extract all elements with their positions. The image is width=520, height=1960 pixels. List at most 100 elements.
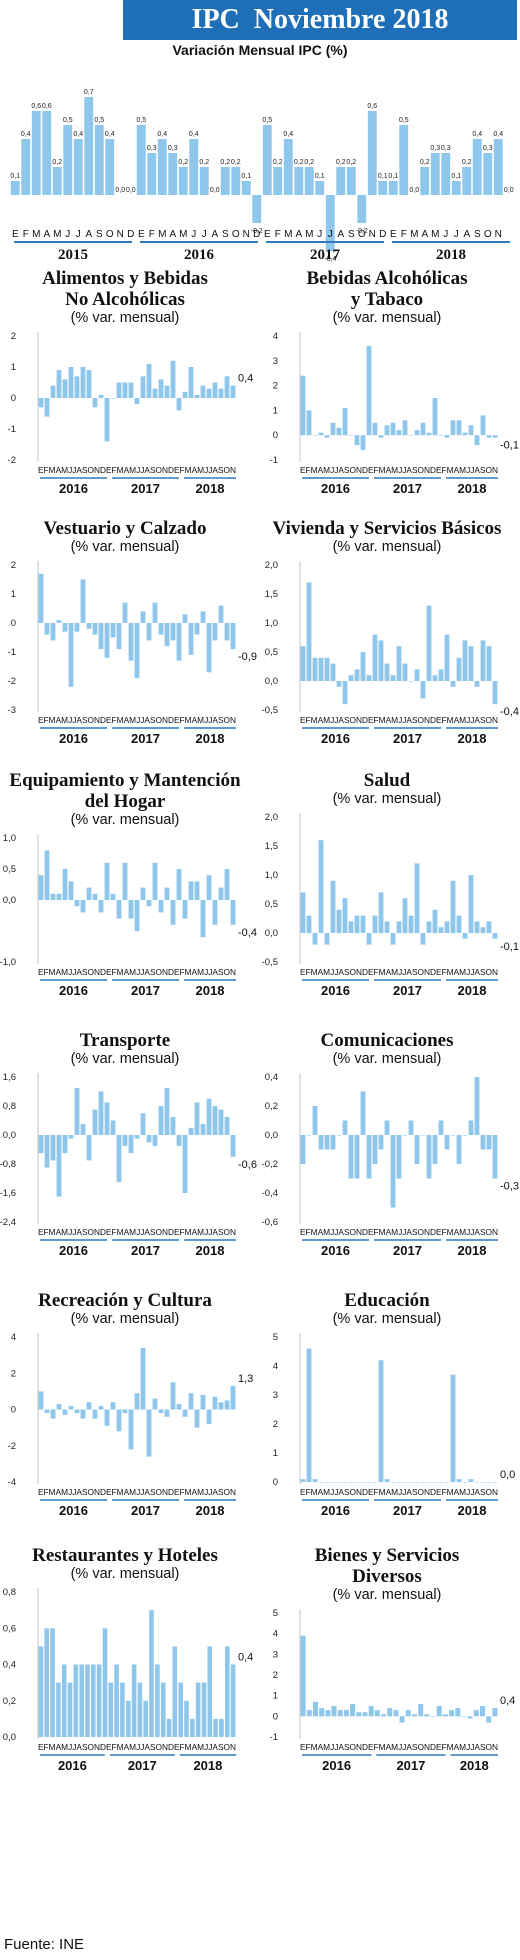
panel-bar [324, 933, 330, 945]
panel-bar [372, 1135, 378, 1164]
panel-bar [492, 933, 498, 939]
year-label: 2018 [458, 1503, 487, 1518]
y-tick-label: -1 [270, 455, 278, 466]
panel-bar [300, 1135, 306, 1164]
panel-bar [92, 893, 98, 900]
panel-bar [122, 602, 128, 623]
panel-bar [300, 375, 306, 436]
panel-title: Restaurantes y Hoteles [32, 1545, 218, 1566]
panel-bar [164, 623, 170, 647]
panel-bar [474, 1077, 480, 1135]
panel-bar [486, 435, 492, 438]
y-tick-label: -1,0 [0, 957, 16, 968]
main-bar-label: 0,2 [220, 159, 230, 166]
panel-bar [96, 1664, 102, 1737]
panel-bar [158, 1106, 164, 1135]
main-bar [220, 167, 230, 195]
panel-chart: 4 2 0 -2 -4 1,3 EFMAMJJASONDEFMAMJJASONDEFMAMJ… [8, 1332, 254, 1518]
year-label: 2016 [321, 731, 350, 746]
panel-bar [200, 611, 206, 623]
main-bar-label: 0,0 [210, 187, 220, 194]
panel-bar [426, 1482, 432, 1483]
panel-unit: (% var. mensual) [332, 1587, 442, 1603]
panel-bar [201, 1682, 207, 1737]
panel-bar [306, 582, 312, 681]
panel-bar [166, 1718, 172, 1737]
year-label: 2016 [321, 1503, 350, 1518]
panel-bar [348, 675, 354, 681]
panel-bar [206, 875, 212, 900]
year-label: 2016 [321, 481, 350, 496]
panel-bar [79, 1664, 84, 1737]
y-tick-label: -1 [8, 647, 16, 658]
panel-bar [188, 1393, 194, 1410]
y-tick-label: 1,0 [265, 618, 278, 629]
panel-bar [336, 909, 342, 933]
panel-bar [408, 1120, 414, 1135]
panel-bar [372, 634, 378, 681]
main-bar [94, 125, 104, 195]
panel-bar [164, 1087, 170, 1135]
panel-bar [360, 1482, 366, 1483]
panel-bar [178, 1682, 183, 1737]
category-panel: Equipamiento y Mantención del Hogar (% va… [0, 770, 258, 1015]
panel-bar [50, 1135, 56, 1161]
main-bar-label: 0,3 [147, 145, 157, 152]
year-label: 2017 [131, 983, 160, 998]
panel-bar [360, 435, 366, 451]
panel-bar [456, 657, 462, 681]
main-month-label: S [222, 229, 229, 240]
panel-bar [116, 1409, 122, 1432]
panel-bar [213, 1718, 218, 1737]
main-month-label: M [53, 229, 61, 240]
panel-bar [158, 379, 164, 398]
panel-bar [230, 1664, 236, 1737]
panel-bar [348, 1482, 354, 1483]
year-label: 2016 [59, 731, 88, 746]
main-month-label: M [179, 229, 187, 240]
panel-bar [170, 623, 176, 641]
category-panel: Restaurantes y Hoteles (% var. mensual) 0,… [0, 1545, 258, 1790]
panel-bar [492, 1482, 498, 1483]
panel-bar [324, 1135, 330, 1150]
panel-bar [330, 422, 336, 436]
y-tick-label: -1 [8, 424, 16, 435]
panel-chart: 1,0 0,5 0,0 -1,0 -0,4 EFMAMJJASONDEFMAMJJASON… [0, 833, 257, 998]
panel-bar [146, 363, 152, 398]
panel-bar [336, 1135, 342, 1136]
panel-bar [430, 1716, 436, 1717]
panel-bar [188, 1127, 194, 1135]
panel-bar [92, 623, 98, 635]
panel-unit: (% var. mensual) [70, 539, 180, 555]
main-bar-label: -0,2 [356, 228, 368, 235]
main-month-label: M [158, 229, 166, 240]
y-tick-label: 2,0 [265, 560, 278, 571]
main-bar [399, 125, 409, 195]
main-chart-subtitle: Variación Mensual IPC (%) [172, 42, 348, 58]
y-tick-label: 5 [273, 1332, 278, 1343]
panel-bar [56, 893, 62, 900]
panel-bar [456, 915, 462, 933]
panel-bar [44, 1409, 50, 1414]
panel-bar [384, 425, 390, 436]
panel-bar [44, 1628, 49, 1738]
month-axis-labels: EFMAMJJASONDEFMAMJJASONDEFMAMJJASON [38, 715, 236, 725]
panel-bar [176, 1404, 182, 1410]
panel-bar [360, 915, 366, 933]
panel-bar [230, 623, 236, 650]
main-bar-label: 0,0 [409, 187, 419, 194]
panel-bar [492, 1708, 498, 1717]
month-axis-labels: EFMAMJJASONDEFMAMJJASONDEFMAMJJASON [300, 465, 498, 475]
panel-bar [176, 1135, 182, 1146]
panel-bar [56, 1682, 61, 1737]
main-bar-label: 0,0 [115, 187, 125, 194]
panel-bar [396, 921, 402, 933]
panel-bar [438, 927, 444, 933]
panel-bar [146, 900, 152, 907]
panel-unit: (% var. mensual) [70, 310, 180, 326]
panel-bar [122, 1135, 128, 1146]
main-month-label: S [96, 229, 103, 240]
main-bar-label: 0,1 [378, 173, 388, 180]
y-tick-label: 0 [273, 1477, 278, 1488]
panel-chart: 5 4 3 2 1 0 0,0EFMAMJJASONDEFMAMJJASONDEFMAMJJ… [273, 1332, 516, 1518]
